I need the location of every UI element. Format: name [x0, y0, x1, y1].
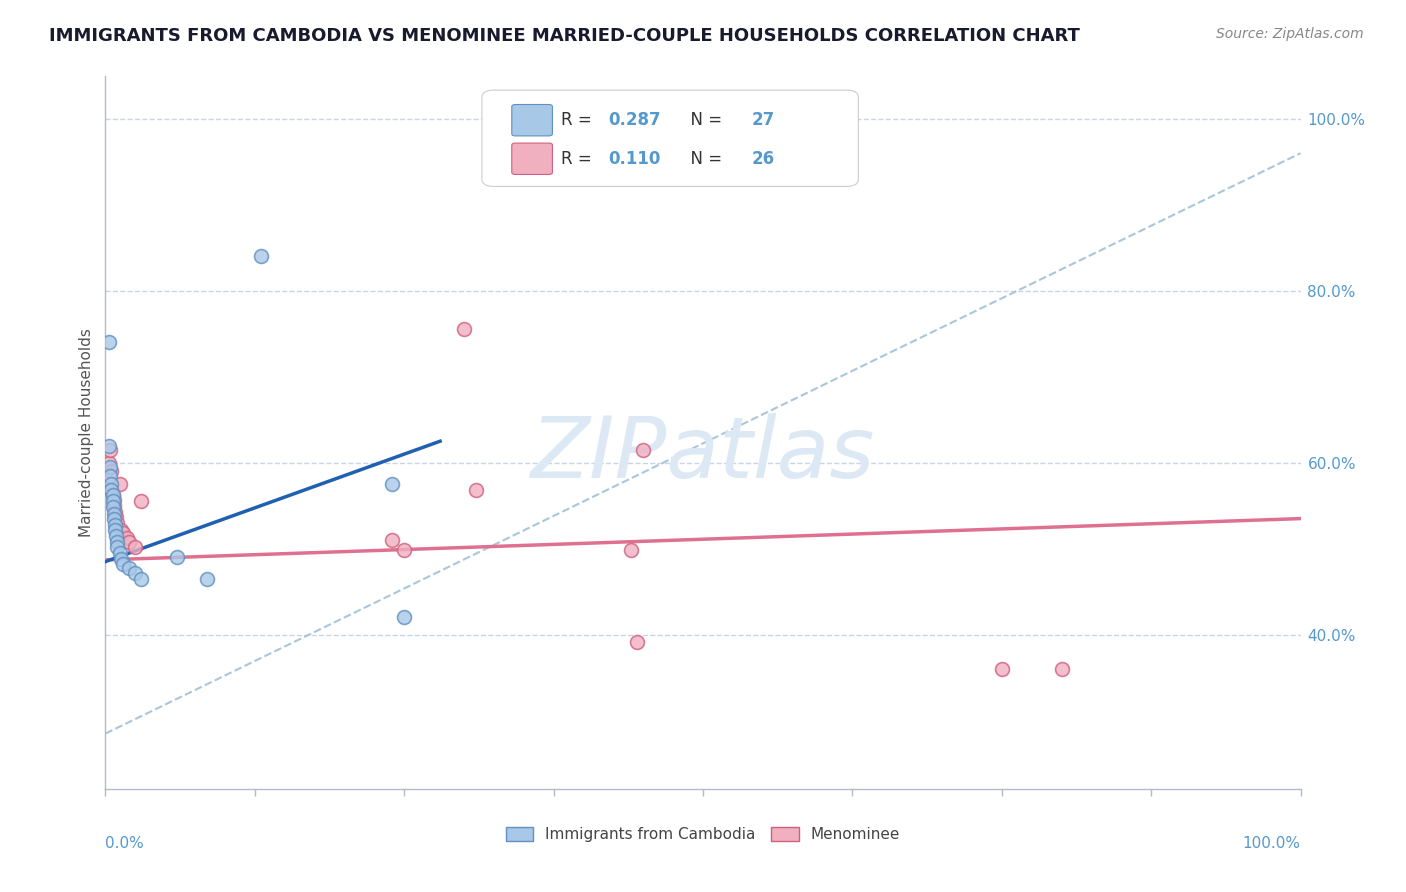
Point	[100, 477, 122, 491]
Point	[118, 560, 141, 574]
Text: 100.0%: 100.0%	[1243, 836, 1301, 851]
Legend: Immigrants from Cambodia, Menominee: Immigrants from Cambodia, Menominee	[498, 819, 908, 849]
Text: R =: R =	[561, 112, 596, 129]
Point	[112, 557, 135, 571]
Point	[110, 552, 132, 566]
FancyBboxPatch shape	[512, 104, 553, 136]
Point	[626, 634, 648, 648]
Point	[101, 488, 124, 502]
Point	[107, 534, 129, 549]
Point	[98, 335, 121, 350]
Text: 0.0%: 0.0%	[105, 836, 145, 851]
Point	[392, 610, 416, 624]
Point	[101, 487, 124, 501]
Point	[101, 500, 124, 515]
Point	[100, 464, 122, 478]
Point	[104, 523, 127, 537]
Text: N =: N =	[681, 150, 728, 168]
Point	[990, 662, 1012, 676]
Point	[166, 550, 188, 565]
Text: 27: 27	[752, 112, 775, 129]
Point	[98, 438, 121, 452]
Point	[108, 546, 131, 560]
Point	[103, 511, 125, 525]
Text: 26: 26	[752, 150, 775, 168]
Text: N =: N =	[681, 112, 728, 129]
Point	[124, 540, 146, 554]
Point	[1050, 662, 1073, 676]
Text: 0.110: 0.110	[609, 150, 661, 168]
Point	[124, 566, 146, 580]
Point	[633, 442, 655, 457]
Point	[118, 534, 141, 549]
FancyBboxPatch shape	[482, 90, 858, 186]
Y-axis label: Married-couple Households: Married-couple Households	[79, 328, 94, 537]
Text: IMMIGRANTS FROM CAMBODIA VS MENOMINEE MARRIED-COUPLE HOUSEHOLDS CORRELATION CHAR: IMMIGRANTS FROM CAMBODIA VS MENOMINEE MA…	[49, 27, 1080, 45]
Point	[392, 543, 416, 558]
Point	[105, 529, 128, 543]
Point	[98, 442, 121, 457]
Point	[103, 492, 125, 507]
Point	[100, 483, 122, 498]
Point	[115, 532, 138, 546]
Point	[464, 483, 488, 498]
Point	[107, 540, 129, 554]
Text: R =: R =	[561, 150, 596, 168]
Point	[103, 508, 125, 522]
Text: 0.287: 0.287	[609, 112, 661, 129]
Point	[98, 456, 121, 470]
Point	[381, 477, 404, 491]
Point	[104, 517, 127, 532]
Point	[129, 494, 153, 508]
Point	[129, 572, 153, 586]
Point	[103, 499, 125, 513]
Point	[620, 543, 643, 558]
Point	[453, 322, 475, 336]
Point	[98, 460, 121, 475]
Point	[105, 509, 128, 524]
Point	[100, 482, 122, 496]
Point	[98, 468, 121, 483]
Point	[112, 526, 135, 541]
Text: ZIPatlas: ZIPatlas	[531, 412, 875, 496]
Point	[250, 249, 273, 263]
Point	[110, 523, 132, 537]
Point	[104, 505, 127, 519]
Point	[195, 572, 218, 586]
Point	[108, 477, 131, 491]
Point	[107, 516, 129, 530]
Point	[101, 494, 124, 508]
FancyBboxPatch shape	[512, 143, 553, 175]
Point	[381, 533, 404, 547]
Text: Source: ZipAtlas.com: Source: ZipAtlas.com	[1216, 27, 1364, 41]
